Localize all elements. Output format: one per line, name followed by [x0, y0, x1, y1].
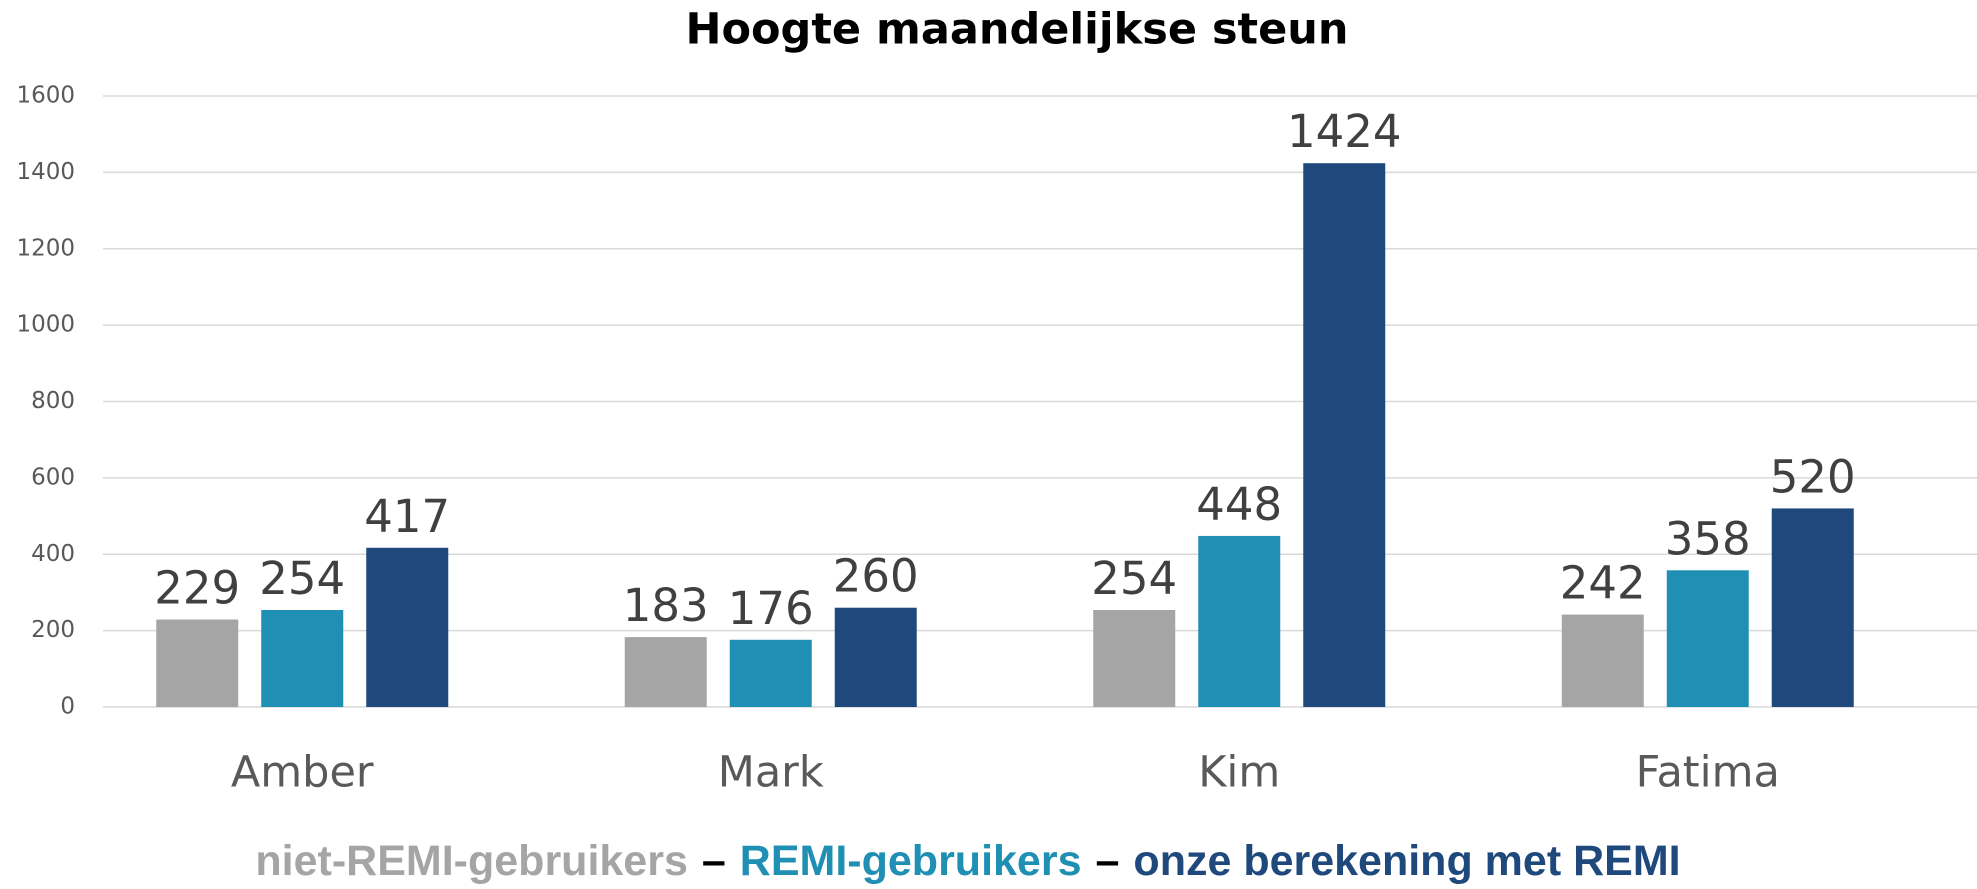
bar — [366, 547, 449, 707]
value-label: 520 — [1770, 450, 1856, 503]
x-tick-label: Amber — [231, 748, 374, 798]
legend-separator: – — [702, 837, 726, 885]
chart-title: Hoogte maandelijkse steun — [685, 5, 1348, 55]
value-label: 448 — [1196, 478, 1282, 531]
y-tick-label: 1600 — [16, 83, 75, 109]
y-tick-label: 600 — [31, 464, 75, 490]
value-label: 254 — [259, 552, 345, 605]
value-label: 1424 — [1287, 105, 1402, 158]
bar — [1771, 508, 1854, 707]
legend-separator: – — [1096, 837, 1120, 885]
bar — [1666, 570, 1749, 707]
x-tick-label: Fatima — [1636, 748, 1780, 798]
value-label: 254 — [1091, 552, 1177, 605]
bar — [1303, 163, 1386, 707]
value-label: 358 — [1665, 512, 1751, 565]
bar — [1198, 535, 1281, 707]
value-label: 417 — [364, 490, 450, 543]
bar — [261, 610, 344, 707]
bar — [624, 637, 707, 707]
bar — [729, 639, 812, 707]
x-tick-label: Kim — [1198, 748, 1280, 798]
y-tick-label: 0 — [60, 694, 75, 720]
bar — [1093, 610, 1176, 707]
value-label: 183 — [623, 579, 709, 632]
x-tick-label: Mark — [718, 748, 824, 798]
value-label: 229 — [154, 562, 240, 615]
y-tick-label: 200 — [31, 617, 75, 643]
value-label: 242 — [1560, 557, 1646, 610]
y-tick-label: 800 — [31, 388, 75, 414]
legend-entry: onze berekening met REMI — [1133, 837, 1680, 885]
legend-entry: REMI-gebruikers — [740, 837, 1082, 885]
bar — [156, 619, 239, 707]
bar — [1561, 614, 1644, 707]
y-tick-label: 1200 — [16, 235, 75, 261]
y-tick-label: 1400 — [16, 159, 75, 185]
value-label: 176 — [728, 582, 814, 635]
y-tick-label: 1000 — [16, 312, 75, 338]
y-tick-label: 400 — [31, 541, 75, 567]
value-label: 260 — [833, 550, 919, 603]
legend-entry: niet-REMI-gebruikers — [255, 837, 687, 885]
bar — [834, 607, 917, 707]
legend: niet-REMI-gebruikers – REMI-gebruikers – onz… — [255, 837, 1680, 885]
